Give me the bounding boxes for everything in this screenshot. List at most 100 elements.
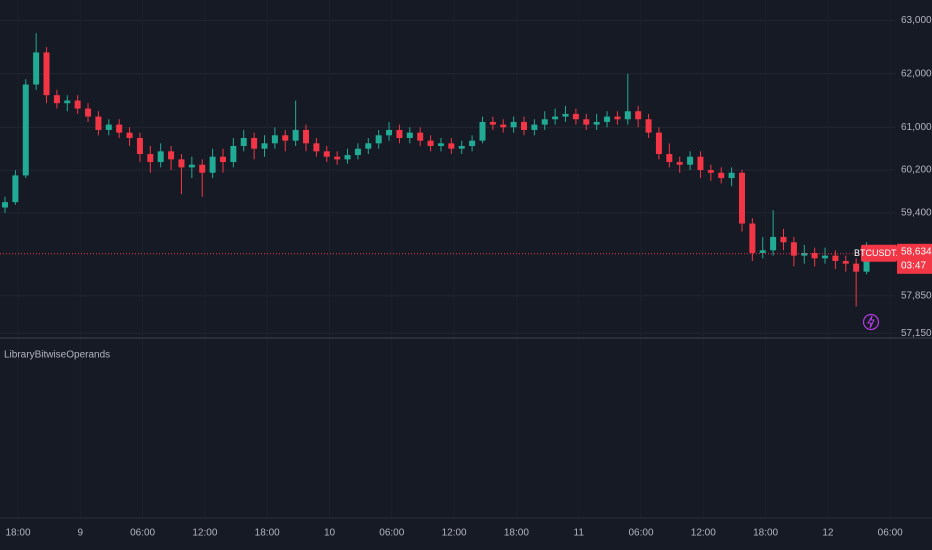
candle-body bbox=[12, 175, 19, 203]
candle-body bbox=[655, 132, 662, 155]
candle-body bbox=[437, 143, 444, 147]
candle-body bbox=[531, 124, 538, 130]
price-label: 58,634.3 bbox=[901, 246, 932, 257]
candle-body bbox=[645, 119, 652, 133]
candle-body bbox=[219, 156, 226, 163]
candle-body bbox=[749, 223, 756, 253]
x-tick-label: 18:00 bbox=[753, 528, 778, 539]
candle-body bbox=[676, 162, 683, 165]
candle-body bbox=[469, 140, 476, 147]
x-tick-label: 11 bbox=[574, 528, 585, 539]
candle-body bbox=[188, 164, 195, 168]
candle-body bbox=[199, 164, 206, 173]
candle-body bbox=[780, 236, 787, 243]
candle-body bbox=[178, 159, 185, 168]
x-tick-label: 18:00 bbox=[255, 528, 280, 539]
candle-body bbox=[22, 84, 29, 176]
candle-body bbox=[375, 135, 382, 144]
candle-body bbox=[64, 100, 71, 104]
candle-body bbox=[790, 242, 797, 256]
candle-body bbox=[43, 52, 50, 96]
candle-body bbox=[687, 156, 694, 165]
candle-body bbox=[707, 170, 714, 173]
candle-body bbox=[614, 116, 621, 120]
candle-body bbox=[271, 135, 278, 144]
y-tick-label: 60,200.0 bbox=[901, 165, 932, 176]
candle-body bbox=[728, 172, 735, 179]
candle-body bbox=[147, 154, 154, 163]
y-tick-label: 57,850.0 bbox=[901, 290, 932, 301]
candle-body bbox=[822, 255, 829, 259]
candle-body bbox=[853, 263, 860, 272]
candle-body bbox=[74, 100, 81, 109]
x-tick-label: 06:00 bbox=[130, 528, 155, 539]
candle-body bbox=[510, 121, 517, 128]
candle-body bbox=[33, 52, 40, 85]
candle-body bbox=[105, 124, 112, 130]
candle-body bbox=[303, 129, 310, 144]
candle-body bbox=[738, 172, 745, 224]
x-tick-label: 10 bbox=[324, 528, 336, 539]
x-tick-label: 9 bbox=[78, 528, 84, 539]
alert-icon bbox=[862, 313, 880, 331]
candle-body bbox=[209, 156, 216, 173]
candle-body bbox=[292, 129, 299, 141]
candle-body bbox=[95, 116, 102, 130]
candle-body bbox=[365, 143, 372, 149]
candle-body bbox=[489, 121, 496, 125]
candle-body bbox=[832, 255, 839, 261]
candle-body bbox=[842, 260, 849, 264]
y-tick-label: 62,000.0 bbox=[901, 68, 932, 79]
x-tick-label: 06:00 bbox=[878, 528, 903, 539]
candle-body bbox=[261, 143, 268, 149]
candle-body bbox=[811, 252, 818, 259]
candle-body bbox=[562, 113, 569, 117]
candle-body bbox=[240, 137, 247, 147]
x-tick-label: 06:00 bbox=[628, 528, 653, 539]
candle-body bbox=[500, 124, 507, 128]
indicator-title: LibraryBitwiseOperands bbox=[4, 350, 110, 361]
candle-body bbox=[323, 151, 330, 157]
candle-body bbox=[552, 116, 559, 120]
candle-body bbox=[718, 172, 725, 179]
x-tick-label: 06:00 bbox=[379, 528, 404, 539]
x-tick-label: 12 bbox=[822, 528, 834, 539]
candle-body bbox=[604, 116, 611, 122]
candle-body bbox=[697, 156, 704, 171]
candle-body bbox=[759, 250, 766, 253]
candle-body bbox=[458, 146, 465, 149]
candle-body bbox=[230, 146, 237, 163]
candle-body bbox=[126, 132, 133, 138]
x-tick-label: 12:00 bbox=[691, 528, 716, 539]
symbol-tag bbox=[861, 244, 897, 262]
candle-body bbox=[479, 121, 486, 141]
candle-body bbox=[396, 129, 403, 138]
candle-body bbox=[624, 111, 631, 120]
candle-body bbox=[251, 137, 258, 149]
candle-body bbox=[427, 140, 434, 147]
candle-body bbox=[313, 143, 320, 152]
candle-body bbox=[354, 148, 361, 156]
grid bbox=[0, 19, 895, 334]
y-tick-label: 61,000.0 bbox=[901, 122, 932, 133]
candles bbox=[2, 33, 870, 307]
candle-body bbox=[85, 108, 92, 117]
candle-body bbox=[2, 202, 8, 208]
x-tick-label: 18:00 bbox=[504, 528, 529, 539]
candle-body bbox=[116, 124, 123, 133]
candle-body bbox=[635, 111, 642, 120]
x-tick-label: 18:00 bbox=[5, 528, 30, 539]
candle-body bbox=[334, 156, 341, 160]
candle-body bbox=[406, 132, 413, 138]
candle-body bbox=[448, 143, 455, 149]
candle-body bbox=[282, 135, 289, 141]
candle-body bbox=[863, 253, 870, 272]
candle-body bbox=[572, 113, 579, 120]
countdown-label: 03:47 bbox=[901, 260, 926, 271]
y-tick-label: 63,000.0 bbox=[901, 15, 932, 26]
candle-body bbox=[593, 121, 600, 125]
candle-body bbox=[583, 119, 590, 125]
candle-body bbox=[386, 129, 393, 136]
